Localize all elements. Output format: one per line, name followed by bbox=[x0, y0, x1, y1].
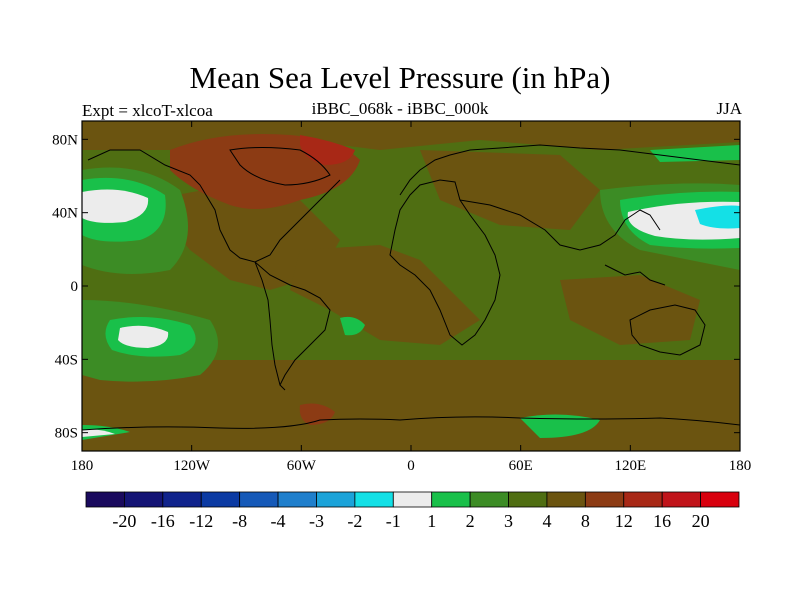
coastlines bbox=[82, 144, 740, 431]
difference-label: iBBC_068k - iBBC_000k bbox=[311, 99, 489, 118]
lon-tick-label: 120W bbox=[173, 458, 211, 474]
colorbar-label: -4 bbox=[271, 511, 286, 531]
colorbar-label: 1 bbox=[427, 511, 436, 531]
colorbar-swatch bbox=[85, 491, 125, 508]
colorbar-label: 16 bbox=[653, 511, 671, 531]
colorbar-label: 2 bbox=[466, 511, 475, 531]
colorbar-label: -16 bbox=[151, 511, 175, 531]
lon-tick-label: 0 bbox=[407, 458, 415, 474]
coast-antarctica bbox=[82, 416, 740, 431]
coast-australia bbox=[629, 304, 706, 356]
lat-tick-label: 80S bbox=[55, 426, 78, 442]
plot-title: Mean Sea Level Pressure (in hPa) bbox=[189, 60, 611, 95]
lat-tick-label: 40N bbox=[52, 206, 78, 222]
colorbar-label: 12 bbox=[615, 511, 633, 531]
field-indian-brown bbox=[560, 275, 700, 345]
lon-tick-label: 60E bbox=[509, 458, 533, 474]
colorbar-label: 20 bbox=[692, 511, 710, 531]
colorbar-label: 4 bbox=[542, 511, 551, 531]
field-antarctic-bright bbox=[520, 414, 600, 438]
colorbar-swatch bbox=[431, 491, 471, 508]
colorbar: -20 -16 -12 -8 -4 -3 -2 -1 1 2 3 4 8 12 16 20 bbox=[85, 491, 740, 531]
colorbar-swatch bbox=[200, 491, 241, 508]
field-spac-neutral bbox=[118, 325, 169, 348]
colorbar-swatch bbox=[623, 491, 663, 508]
field-wpac-low bbox=[695, 205, 740, 229]
lon-tick-label: 180 bbox=[71, 458, 94, 474]
colorbar-label: -3 bbox=[309, 511, 324, 531]
field-arctic-bright bbox=[650, 145, 740, 162]
colorbar-swatch bbox=[124, 491, 164, 508]
colorbar-swatch bbox=[584, 491, 625, 508]
coast-north-america bbox=[87, 149, 341, 263]
lon-tick-label: 60W bbox=[287, 458, 317, 474]
colorbar-swatch bbox=[277, 491, 317, 508]
colorbar-label: -20 bbox=[112, 511, 136, 531]
season-label: JJA bbox=[716, 99, 742, 118]
field-npac-neutral bbox=[82, 189, 149, 223]
colorbar-swatch bbox=[354, 491, 394, 508]
colorbar-label: -12 bbox=[189, 511, 213, 531]
pressure-field bbox=[82, 121, 740, 451]
field-satl-bright bbox=[340, 316, 365, 336]
lat-tick-label: 0 bbox=[71, 279, 79, 295]
colorbar-label: -8 bbox=[232, 511, 247, 531]
coast-africa bbox=[389, 179, 501, 346]
coast-eurasia-south bbox=[459, 199, 661, 251]
coast-south-america-east bbox=[254, 261, 331, 391]
colorbar-label: 8 bbox=[581, 511, 590, 531]
experiment-label: Expt = xlcoT-xlcoa bbox=[82, 101, 213, 120]
colorbar-swatch bbox=[508, 491, 548, 508]
field-atlantic-brown bbox=[150, 185, 340, 290]
colorbar-swatch bbox=[546, 491, 586, 508]
colorbar-swatch bbox=[239, 491, 279, 508]
coast-greenland bbox=[229, 147, 331, 186]
colorbar-swatch bbox=[162, 491, 202, 508]
coast-maritime-continent bbox=[604, 264, 666, 286]
coast-eurasia-north bbox=[399, 144, 740, 196]
lat-tick-label: 80N bbox=[52, 132, 78, 148]
colorbar-swatch bbox=[392, 491, 433, 508]
colorbar-swatch bbox=[661, 491, 701, 508]
colorbar-swatch bbox=[469, 491, 509, 508]
longitude-axis: 180 120W 60W 0 60E 120E 180 bbox=[71, 121, 752, 474]
latitude-axis: 80N 40N 0 40S 80S bbox=[52, 132, 740, 442]
colorbar-label: -1 bbox=[386, 511, 401, 531]
field-greenland-core bbox=[300, 135, 355, 165]
colorbar-label: -2 bbox=[347, 511, 362, 531]
coast-south-america-west bbox=[254, 261, 281, 386]
colorbar-swatch bbox=[700, 491, 740, 508]
lon-tick-label: 180 bbox=[729, 458, 752, 474]
lat-tick-label: 40S bbox=[55, 352, 78, 368]
colorbar-label: 3 bbox=[504, 511, 513, 531]
lon-tick-label: 120E bbox=[614, 458, 646, 474]
field-south-atlantic-brown bbox=[290, 245, 480, 345]
colorbar-swatch bbox=[316, 491, 356, 508]
field-eurasia-brown bbox=[420, 150, 600, 230]
field-ross-neutral bbox=[82, 429, 115, 437]
